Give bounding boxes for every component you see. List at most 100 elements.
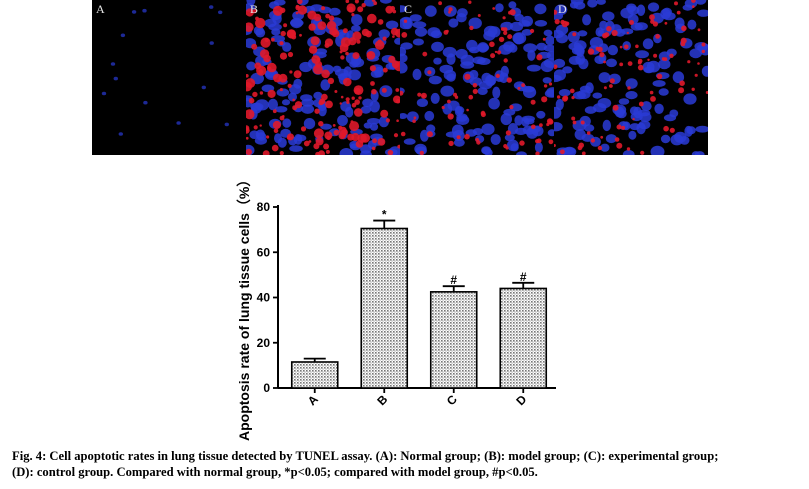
bar-d — [499, 287, 548, 389]
apoptotic-signal — [509, 105, 514, 110]
nucleus-blob — [672, 71, 685, 84]
apoptotic-signal — [316, 57, 321, 62]
nucleus-blob — [660, 8, 671, 20]
tunel-panel-b: B — [246, 0, 400, 155]
nucleus-blob — [416, 98, 428, 107]
apoptotic-signal — [669, 127, 675, 133]
apoptotic-signal — [295, 5, 301, 11]
apoptotic-signal — [246, 109, 255, 120]
nucleus-blob — [556, 33, 568, 44]
apoptotic-signal — [530, 28, 535, 34]
y-tick-label: 40 — [257, 291, 271, 305]
nucleus-blob — [509, 21, 524, 32]
nucleus-blob — [607, 44, 618, 56]
nucleus-blob — [428, 75, 442, 85]
nucleus-blob — [542, 77, 552, 84]
nucleus-blob — [400, 62, 408, 74]
panel-label-a: A — [96, 2, 105, 16]
panel-label-b: B — [250, 2, 259, 16]
x-tick-label: C — [444, 392, 460, 408]
apoptotic-signal — [246, 78, 256, 89]
significance-marker: * — [382, 208, 387, 222]
nucleus-blob — [101, 91, 107, 96]
apoptotic-signal — [701, 49, 705, 54]
apoptotic-signal — [542, 37, 546, 41]
apoptotic-signal — [291, 34, 297, 40]
apoptotic-signal — [326, 20, 337, 31]
chart-bars: * # # — [290, 208, 548, 389]
nucleus-blob — [534, 142, 543, 153]
nucleus-blob — [424, 5, 437, 17]
apoptotic-signal — [494, 50, 498, 54]
nucleus-blob — [495, 3, 504, 13]
apoptotic-signal — [381, 87, 387, 93]
nucleus-blob — [508, 1, 517, 9]
apoptotic-signal — [372, 138, 377, 144]
apoptotic-signal — [246, 8, 254, 17]
apoptotic-signal — [570, 88, 575, 94]
apoptotic-signal — [303, 140, 310, 147]
apoptotic-signal — [680, 41, 686, 47]
apoptotic-signal — [705, 91, 708, 94]
nucleus-blob — [582, 14, 592, 26]
nucleus-blob — [303, 118, 316, 130]
nucleus-blob — [592, 92, 603, 99]
apoptotic-signal — [469, 25, 474, 31]
nucleus-blob — [546, 87, 554, 98]
x-tick-label: B — [374, 392, 390, 408]
bar-a — [290, 361, 339, 389]
apoptotic-signal — [656, 73, 663, 80]
apoptotic-signal — [609, 78, 615, 84]
nucleus-blob — [574, 129, 586, 140]
apoptotic-signal — [443, 30, 449, 35]
apoptotic-signal — [422, 94, 425, 98]
nucleus-blob — [448, 18, 459, 28]
nucleus-blob — [318, 104, 327, 117]
x-tick-label: D — [513, 392, 529, 408]
nucleus-blob — [313, 91, 323, 100]
apoptotic-signal — [390, 6, 396, 11]
nucleus-blob — [345, 106, 354, 118]
apoptotic-signal — [691, 5, 695, 8]
nucleus-blob — [209, 5, 214, 9]
nucleus-blob — [627, 6, 640, 15]
nucleus-blob — [276, 88, 290, 97]
apoptotic-signal — [321, 101, 325, 104]
nucleus-blob — [400, 5, 408, 13]
apoptotic-signal — [295, 11, 299, 15]
nucleus-blob — [547, 129, 554, 137]
apoptotic-signal — [640, 150, 645, 155]
nucleus-blob — [113, 76, 118, 81]
apoptotic-signal — [259, 124, 262, 127]
nucleus-blob — [176, 121, 181, 125]
nucleus-blob — [295, 134, 307, 142]
apoptotic-signal — [357, 6, 364, 13]
nucleus-blob — [456, 115, 470, 125]
nucleus-blob — [512, 32, 527, 45]
nucleus-blob — [343, 66, 352, 77]
apoptotic-signal — [267, 89, 276, 98]
nucleus-blob — [587, 0, 598, 8]
apoptotic-signal — [503, 58, 508, 63]
nucleus-blob — [131, 10, 137, 14]
nucleus-blob — [636, 4, 646, 16]
apoptotic-signal — [681, 25, 687, 32]
apoptotic-signal — [317, 21, 327, 30]
nucleus-blob — [300, 94, 313, 102]
panel-label-c: C — [404, 2, 413, 16]
apoptotic-signal — [370, 81, 375, 86]
apoptotic-signal — [272, 5, 284, 16]
apoptotic-signal — [661, 57, 666, 61]
apoptotic-signal — [367, 13, 377, 24]
nucleus-blob — [536, 42, 547, 51]
significance-marker: # — [520, 270, 527, 284]
apoptotic-signal — [472, 88, 478, 94]
apoptotic-signal — [597, 145, 603, 151]
nucleus-blob — [598, 72, 611, 83]
apoptotic-signal — [271, 144, 279, 152]
apoptotic-signal — [354, 99, 360, 105]
nucleus-blob — [500, 113, 512, 126]
nucleus-blob — [143, 100, 148, 105]
apoptotic-signal — [343, 77, 352, 87]
apoptotic-signal — [377, 19, 384, 25]
